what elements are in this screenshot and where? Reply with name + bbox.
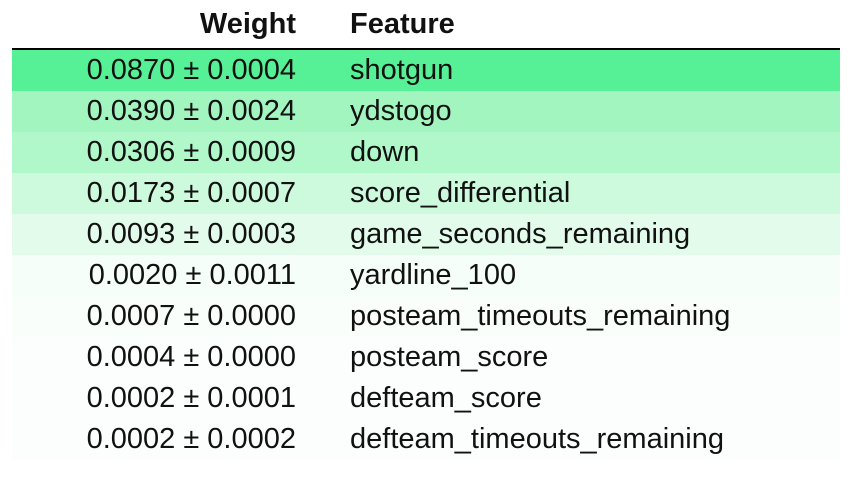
feature-cell: game_seconds_remaining bbox=[350, 218, 691, 250]
table-row: 0.0093 ± 0.0003 game_seconds_remaining bbox=[12, 214, 840, 255]
table-row: 0.0870 ± 0.0004 shotgun bbox=[12, 49, 840, 91]
weight-cell: 0.0306 ± 0.0009 bbox=[86, 136, 296, 168]
weight-cell: 0.0390 ± 0.0024 bbox=[86, 95, 296, 127]
feature-cell: down bbox=[350, 136, 420, 168]
table-body: 0.0870 ± 0.0004 shotgun 0.0390 ± 0.0024 … bbox=[12, 49, 840, 460]
table-header-row: Weight Feature bbox=[12, 0, 840, 50]
table-row: 0.0004 ± 0.0000 posteam_score bbox=[12, 337, 840, 378]
feature-cell: defteam_score bbox=[350, 382, 542, 414]
feature-cell: shotgun bbox=[350, 54, 454, 86]
weight-column-header: Weight bbox=[12, 0, 296, 50]
table-row: 0.0306 ± 0.0009 down bbox=[12, 132, 840, 173]
weight-cell: 0.0002 ± 0.0001 bbox=[86, 382, 296, 414]
weight-cell: 0.0020 ± 0.0011 bbox=[88, 259, 296, 291]
weight-cell: 0.0002 ± 0.0002 bbox=[86, 423, 296, 455]
weight-cell: 0.0173 ± 0.0007 bbox=[86, 177, 296, 209]
feature-cell: posteam_score bbox=[350, 341, 549, 373]
table-row: 0.0390 ± 0.0024 ydstogo bbox=[12, 91, 840, 132]
table-row: 0.0173 ± 0.0007 score_differential bbox=[12, 173, 840, 214]
table-row: 0.0002 ± 0.0001 defteam_score bbox=[12, 378, 840, 419]
feature-cell: yardline_100 bbox=[350, 259, 517, 291]
weight-cell: 0.0093 ± 0.0003 bbox=[86, 218, 296, 250]
feature-cell: ydstogo bbox=[350, 95, 452, 127]
feature-cell: defteam_timeouts_remaining bbox=[350, 423, 724, 455]
feature-weights-table: Weight Feature 0.0870 ± 0.0004 shotgun 0… bbox=[12, 0, 840, 460]
table-row: 0.0007 ± 0.0000 posteam_timeouts_remaini… bbox=[12, 296, 840, 337]
feature-column-header: Feature bbox=[296, 0, 840, 50]
table-row: 0.0002 ± 0.0002 defteam_timeouts_remaini… bbox=[12, 419, 840, 460]
table-row: 0.0020 ± 0.0011 yardline_100 bbox=[12, 255, 840, 296]
weight-cell: 0.0007 ± 0.0000 bbox=[86, 300, 296, 332]
feature-cell: posteam_timeouts_remaining bbox=[350, 300, 731, 332]
feature-cell: score_differential bbox=[350, 177, 571, 209]
weight-cell: 0.0004 ± 0.0000 bbox=[86, 341, 296, 373]
weight-cell: 0.0870 ± 0.0004 bbox=[86, 54, 296, 86]
